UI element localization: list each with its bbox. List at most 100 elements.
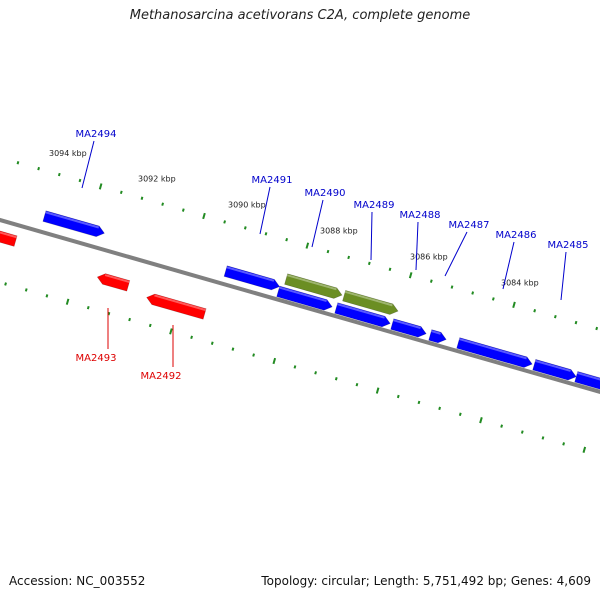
scale-tick-inner <box>190 335 193 340</box>
scale-tick-outer <box>285 237 289 242</box>
scale-tick-inner <box>334 377 338 381</box>
scale-tick-inner <box>128 317 131 322</box>
scale-tick-outer <box>408 272 413 279</box>
scale-tick-outer <box>367 261 371 266</box>
gene-arrow-ma2487 <box>334 302 391 328</box>
scale-tick-outer <box>471 291 475 295</box>
scale-label: 3094 kbp <box>49 149 87 158</box>
gene-arrow-ma2486-highlight <box>393 319 421 329</box>
scale-label: 3084 kbp <box>501 279 539 288</box>
gene-label-ma2494: MA2494 <box>76 129 117 140</box>
scale-tick-outer <box>450 285 454 289</box>
gene-arrow-ma2485-highlight <box>431 330 441 335</box>
scale-tick-inner <box>210 341 214 345</box>
scale-tick-inner <box>231 347 235 351</box>
scale-tick-inner <box>148 323 152 328</box>
scale-tick-outer <box>181 208 185 212</box>
scale-tick-outer <box>533 309 537 313</box>
gene-arrow-ma2494 <box>42 210 105 237</box>
scale-label: 3092 kbp <box>138 175 176 184</box>
scale-tick-inner <box>86 305 90 310</box>
gene-arrow-ma2492-highlight <box>154 294 207 312</box>
gene-arrow-ma2490 <box>284 273 343 299</box>
scale-tick-outer <box>305 242 310 249</box>
scale-tick-outer <box>119 190 123 195</box>
scale-tick-inner <box>458 412 462 416</box>
gene-label-ma2491: MA2491 <box>252 175 293 186</box>
scale-tick-outer <box>140 196 144 200</box>
scale-tick-inner <box>375 387 380 394</box>
gene-arrow <box>574 371 600 390</box>
scale-tick-inner <box>417 400 421 405</box>
scale-tick-outer <box>512 301 516 308</box>
scale-tick-inner <box>355 382 359 387</box>
scale-tick-inner <box>4 282 7 286</box>
scale-tick-outer <box>347 255 351 260</box>
gene-arrow <box>532 359 577 381</box>
scale-tick-inner <box>107 311 111 316</box>
scale-tick-inner <box>24 288 28 292</box>
scale-tick-inner <box>541 436 545 440</box>
genome-backbone <box>0 217 600 394</box>
gene-label-pointer <box>502 241 515 290</box>
gene-label-ma2487: MA2487 <box>449 220 490 231</box>
scale-tick-inner <box>314 371 317 375</box>
gene-arrow-ma2486 <box>390 318 427 338</box>
scale-tick-outer <box>98 183 103 190</box>
scale-tick-outer <box>223 220 227 224</box>
gene-arrow-highlight <box>0 231 17 239</box>
map-title: Methanosarcina acetivorans C2A, complete… <box>129 8 471 23</box>
scale-tick-inner <box>252 353 255 357</box>
gene-label-ma2488: MA2488 <box>400 210 441 221</box>
gene-arrow-ma2490-highlight <box>286 274 337 291</box>
gene-arrow-ma2494-highlight <box>45 211 100 229</box>
gene-arrow-ma2493 <box>96 273 131 292</box>
gene-label-ma2492: MA2492 <box>141 371 182 382</box>
gene-arrow-ma2492 <box>146 293 207 320</box>
scale-tick-inner <box>45 294 49 298</box>
scale-tick-outer <box>16 161 20 165</box>
scale-tick-outer <box>595 326 599 331</box>
scale-label: 3090 kbp <box>228 200 266 209</box>
accession-text: Accession: NC_003552 <box>9 574 146 588</box>
scale-tick-inner <box>272 357 277 365</box>
scale-tick-outer <box>57 172 61 177</box>
scale-tick-outer <box>553 314 557 319</box>
scale-tick-inner <box>438 406 442 411</box>
gene-label-ma2485: MA2485 <box>548 240 589 251</box>
gene-arrow-highlight <box>535 359 571 372</box>
gene-label-pointer <box>560 251 567 301</box>
gene-label-pointer <box>444 231 468 277</box>
scale-tick-inner <box>520 430 524 434</box>
gene-label-ma2490: MA2490 <box>305 188 346 199</box>
gene-label-pointer <box>370 211 373 261</box>
scale-tick-outer <box>243 226 247 230</box>
gene-arrow-ma2485 <box>428 329 447 344</box>
gene-arrow-highlight <box>577 371 600 381</box>
scale-tick-outer <box>264 232 268 236</box>
scale-tick-outer <box>574 320 578 325</box>
gene-label-pointer <box>415 221 419 271</box>
scale-tick-inner <box>65 298 70 305</box>
scale-tick-outer <box>202 212 206 220</box>
gene-arrow-ma2487-highlight <box>337 303 385 319</box>
gene-arrow <box>0 230 18 247</box>
gene-arrow-ma2488 <box>276 285 333 311</box>
gene-arrow-ma2491 <box>223 265 281 291</box>
scale-tick-outer <box>491 297 495 301</box>
gene-arrow-ma2491-highlight <box>226 266 275 282</box>
scale-tick-outer <box>37 166 41 171</box>
scale-tick-outer <box>161 202 165 206</box>
scale-tick-outer <box>326 249 330 254</box>
scale-label: 3086 kbp <box>410 253 448 262</box>
gene-label-pointer <box>259 186 271 235</box>
scale-tick-inner <box>169 328 173 335</box>
gene-arrow-ma2488-highlight <box>279 286 327 303</box>
gene-arrow-ma2493-highlight <box>104 274 130 283</box>
gene-arrow-highlight <box>459 338 527 360</box>
scale-tick-inner <box>582 446 587 453</box>
gene-label-pointer <box>311 199 324 248</box>
scale-tick-inner <box>500 424 504 428</box>
